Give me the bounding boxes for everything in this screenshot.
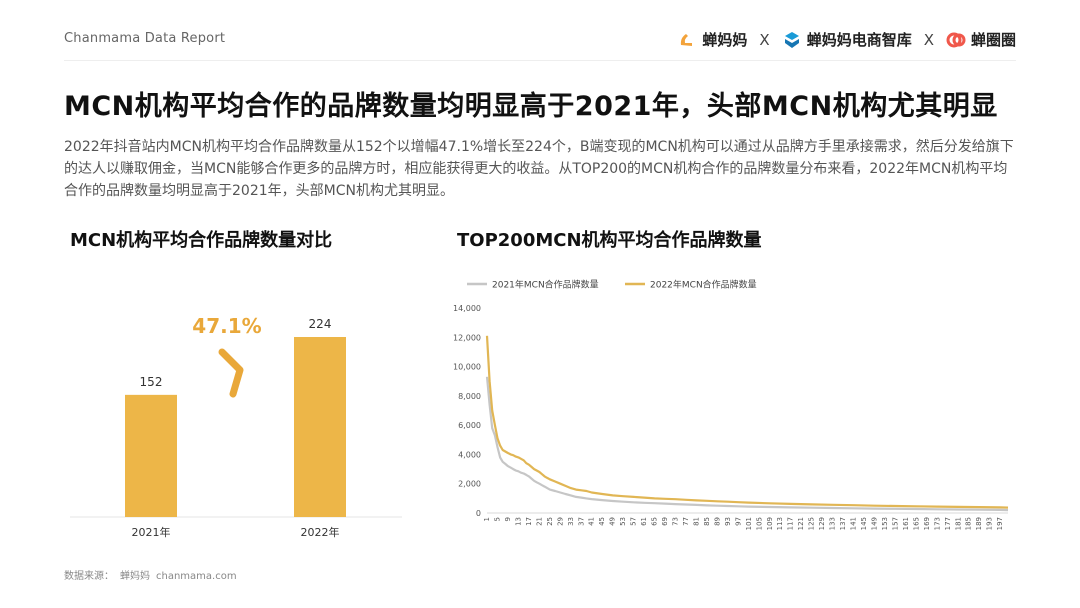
y-tick-label: 2,000 <box>458 480 481 489</box>
x-tick-label: 125 <box>808 517 816 530</box>
page-description: 2022年抖音站内MCN机构平均合作品牌数量从152个以增幅47.1%增长至22… <box>64 139 1014 199</box>
x-tick-label: 65 <box>651 517 659 526</box>
x-tick-label: 57 <box>630 517 638 526</box>
report-label: Chanmama Data Report <box>64 31 226 46</box>
x-tick-label: 33 <box>567 517 575 526</box>
page-title: MCN机构平均合作的品牌数量均明显高于2021年，头部MCN机构尤其明显 <box>64 91 998 122</box>
legend-label: 2021年MCN合作品牌数量 <box>492 279 599 291</box>
x-tick-label: 101 <box>745 517 753 530</box>
x-tick-label: 37 <box>577 517 585 526</box>
legend-label: 2022年MCN合作品牌数量 <box>650 279 757 291</box>
bar-2022年 <box>294 337 346 517</box>
y-tick-label: 10,000 <box>453 363 481 372</box>
bar-chart-title: MCN机构平均合作品牌数量对比 <box>70 230 333 251</box>
data-source: 数据来源： 蝉妈妈 chanmama.com <box>64 567 243 582</box>
chanquanquan-logo-icon <box>946 32 966 47</box>
y-tick-label: 12,000 <box>453 333 481 342</box>
x-tick-label: 197 <box>996 517 1004 530</box>
series-line-2021年MCN合作品牌数量 <box>485 376 1009 512</box>
growth-arrow-icon <box>218 348 244 398</box>
bar-2021年 <box>125 394 177 517</box>
y-tick-label: 6,000 <box>458 421 481 430</box>
x-tick-label: 29 <box>556 517 564 526</box>
y-tick-label: 0 <box>476 509 481 518</box>
x-tick-label: 109 <box>766 517 774 530</box>
x-tick-label: 165 <box>912 517 920 530</box>
x-tick-label: 1 <box>483 517 491 521</box>
x-tick-label: 5 <box>493 517 501 521</box>
brand-chanquanquan: 蝉圈圈 <box>946 29 1016 50</box>
source-label: 数据来源： <box>64 571 114 582</box>
x-tick-label: 161 <box>902 517 910 530</box>
x-tick-label: 81 <box>692 517 700 526</box>
x-tick-label: 137 <box>839 517 847 530</box>
x-tick-label: 117 <box>787 517 795 530</box>
brand-separator: X <box>923 30 934 49</box>
x-tick-label: 45 <box>598 517 606 526</box>
x-tick-label: 25 <box>546 517 554 526</box>
brand-think-tank-label: 蝉妈妈电商智库 <box>806 31 912 49</box>
x-tick-label: 13 <box>514 517 522 526</box>
brand-separator: X <box>759 30 770 49</box>
chanmama-logo-icon <box>681 33 693 46</box>
source-site: chanmama.com <box>156 571 237 582</box>
x-tick-label: 177 <box>944 517 952 530</box>
brand-chanmama-label: 蝉妈妈 <box>702 31 748 49</box>
x-tick-label: 173 <box>933 517 941 530</box>
bar-category-label: 2022年 <box>301 525 340 539</box>
y-tick-label: 14,000 <box>453 304 481 313</box>
brand-think-tank: 蝉妈妈电商智库 <box>782 29 912 50</box>
x-tick-label: 105 <box>755 517 763 530</box>
x-tick-label: 73 <box>672 517 680 526</box>
brand-chanmama: 蝉妈妈 <box>677 29 747 50</box>
x-tick-label: 145 <box>860 517 868 530</box>
x-tick-label: 69 <box>661 517 669 526</box>
x-tick-label: 53 <box>619 517 627 526</box>
x-tick-label: 121 <box>797 517 805 530</box>
x-tick-label: 9 <box>504 517 512 521</box>
bar-category-label: 2021年 <box>132 525 171 539</box>
series-line-2022年MCN合作品牌数量 <box>485 335 1009 509</box>
x-tick-label: 157 <box>891 517 899 530</box>
x-tick-label: 61 <box>640 517 648 526</box>
x-tick-label: 97 <box>734 517 742 526</box>
brand-chanquanquan-label: 蝉圈圈 <box>970 31 1016 49</box>
bar-value-label: 224 <box>309 317 332 331</box>
x-tick-label: 113 <box>776 517 784 530</box>
growth-rate-label: 47.1% <box>192 314 261 338</box>
x-tick-label: 189 <box>975 517 983 530</box>
x-tick-label: 77 <box>682 517 690 526</box>
line-chart-title: TOP200MCN机构平均合作品牌数量 <box>457 230 762 251</box>
header-divider <box>64 60 1016 61</box>
source-name: 蝉妈妈 <box>120 571 150 582</box>
x-tick-label: 169 <box>923 517 931 530</box>
bar-value-label: 152 <box>140 375 163 389</box>
x-tick-label: 93 <box>724 517 732 526</box>
brand-bar: 蝉妈妈 X 蝉妈妈电商智库 X 蝉圈圈 <box>677 29 1016 50</box>
x-tick-label: 129 <box>818 517 826 530</box>
y-tick-label: 4,000 <box>458 450 481 459</box>
x-tick-label: 49 <box>609 517 617 526</box>
x-tick-label: 41 <box>588 517 596 526</box>
x-tick-label: 85 <box>703 517 711 526</box>
x-tick-label: 133 <box>829 517 837 530</box>
x-tick-label: 17 <box>525 517 533 526</box>
think-tank-logo-icon <box>784 31 799 48</box>
x-tick-label: 185 <box>965 517 973 530</box>
x-tick-label: 141 <box>850 517 858 530</box>
x-tick-label: 193 <box>986 517 994 530</box>
x-tick-label: 21 <box>535 517 543 526</box>
x-tick-label: 181 <box>954 517 962 530</box>
x-tick-label: 89 <box>713 517 721 526</box>
y-tick-label: 8,000 <box>458 392 481 401</box>
x-tick-label: 149 <box>870 517 878 530</box>
x-tick-label: 153 <box>881 517 889 530</box>
